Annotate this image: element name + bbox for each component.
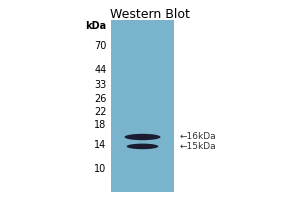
Text: kDa: kDa xyxy=(85,21,106,31)
Text: 14: 14 xyxy=(94,140,106,150)
Text: 18: 18 xyxy=(94,120,106,130)
Ellipse shape xyxy=(127,144,158,149)
Bar xyxy=(111,20,174,192)
Text: 10: 10 xyxy=(94,164,106,174)
Ellipse shape xyxy=(124,134,160,140)
Text: ←15kDa: ←15kDa xyxy=(180,142,217,151)
Text: Western Blot: Western Blot xyxy=(110,8,190,21)
Text: 33: 33 xyxy=(94,80,106,90)
Text: 70: 70 xyxy=(94,41,106,51)
Text: ←16kDa: ←16kDa xyxy=(180,132,217,141)
Text: 26: 26 xyxy=(94,94,106,104)
Text: 22: 22 xyxy=(94,107,106,117)
Text: 44: 44 xyxy=(94,65,106,75)
